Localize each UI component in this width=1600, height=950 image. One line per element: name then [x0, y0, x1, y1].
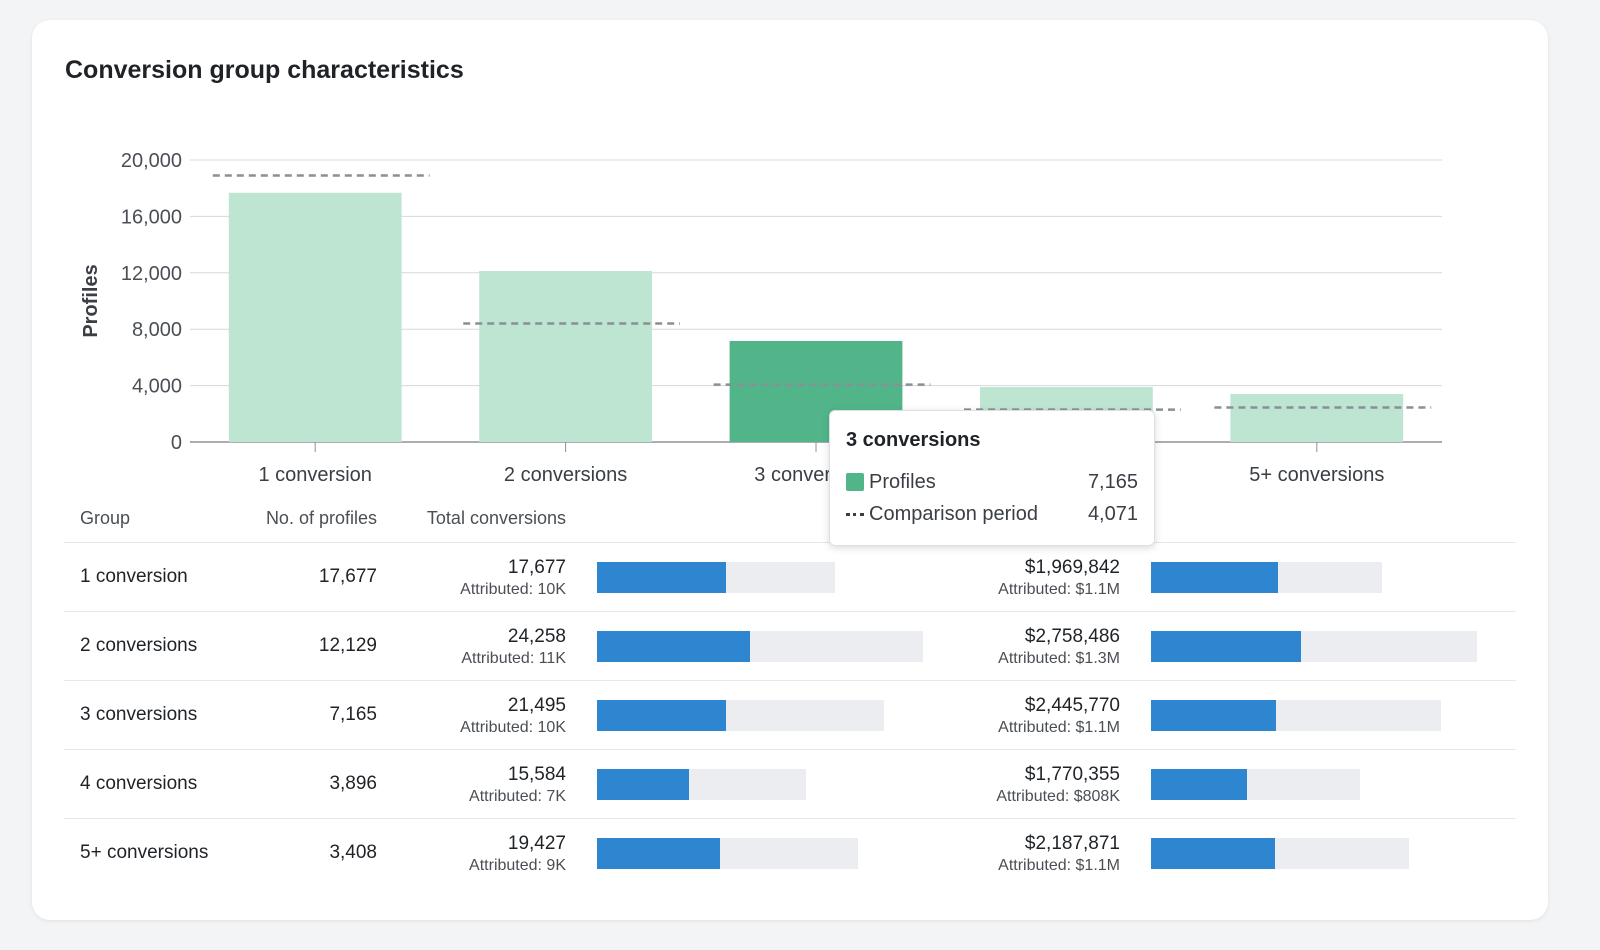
- conversions-bar-track: [597, 562, 835, 593]
- conversions-bar-track: [597, 838, 858, 869]
- row-conversions: 19,427 Attributed: 9K: [402, 833, 566, 877]
- revenue-attributed: Attributed: $1.3M: [998, 650, 1120, 667]
- conversions-bar-track: [597, 769, 806, 800]
- conversions-attributed: Attributed: 11K: [461, 650, 566, 667]
- conversions-value: 24,258: [507, 626, 566, 647]
- conversion-group-card: Conversion group characteristics 0 4,000 8…: [32, 20, 1548, 920]
- revenue-attributed: Attributed: $1.1M: [998, 857, 1120, 874]
- header-total-conversions: Total conversions: [426, 508, 566, 528]
- row-group: 4 conversions: [80, 773, 198, 794]
- profiles-bar: [228, 192, 402, 442]
- row-conversions: 21,495 Attributed: 10K: [402, 695, 566, 739]
- table-row: 2 conversions 12,129 24,258 Attributed: 11K…: [64, 611, 1516, 681]
- row-revenue: $2,187,871 Attributed: $1.1M: [952, 833, 1120, 877]
- revenue-attributed: Attributed: $808K: [996, 788, 1120, 805]
- conversions-attributed: Attributed: 10K: [460, 719, 566, 736]
- revenue-value: $2,758,486: [1024, 626, 1120, 647]
- revenue-bar-fill: [1151, 562, 1279, 593]
- y-tick-label: 20,000: [121, 150, 182, 172]
- y-tick-label: 12,000: [121, 263, 182, 285]
- row-profiles: 12,129: [318, 635, 377, 656]
- revenue-bar-track: [1151, 838, 1409, 869]
- tooltip-row-profiles: Profiles 7,165: [846, 466, 1138, 498]
- revenue-attributed: Attributed: $1.1M: [998, 719, 1120, 736]
- tooltip-label: Profiles: [869, 470, 936, 493]
- row-group: 1 conversion: [80, 566, 188, 587]
- header-profiles: No. of profiles: [265, 508, 377, 528]
- tooltip-value: 7,165: [1087, 470, 1138, 493]
- dashed-line-icon: [846, 512, 864, 516]
- row-profiles: 17,677: [318, 566, 377, 587]
- revenue-value: $2,445,770: [1024, 695, 1120, 716]
- row-profiles: 3,408: [329, 842, 377, 863]
- row-group: 2 conversions: [80, 635, 198, 656]
- profiles-bar-chart: 0 4,000 8,000 12,000 16,000 20,000 Profiles 1 c…: [80, 150, 1442, 486]
- tooltip-title: 3 conversions: [846, 429, 981, 451]
- table-header: Group No. of profiles Total conversions: [32, 508, 1548, 542]
- revenue-value: $1,770,355: [1024, 764, 1120, 785]
- x-tick-label: 1 conversion: [258, 464, 371, 486]
- y-tick-label: 16,000: [121, 206, 182, 228]
- profiles-bar: [1230, 393, 1404, 442]
- revenue-value: $2,187,871: [1024, 833, 1120, 854]
- profiles-bar: [479, 270, 652, 442]
- revenue-bar-track: [1151, 700, 1442, 731]
- y-axis-label: Profiles: [80, 264, 102, 337]
- revenue-bar-track: [1151, 631, 1477, 662]
- revenue-bar-fill: [1151, 769, 1247, 800]
- table-row: 3 conversions 7,165 21,495 Attributed: 10K $…: [64, 680, 1516, 750]
- row-group: 5+ conversions: [80, 842, 209, 863]
- row-profiles: 7,165: [329, 704, 377, 725]
- conversions-value: 15,584: [507, 764, 566, 785]
- header-group: Group: [80, 508, 131, 528]
- row-revenue: $2,445,770 Attributed: $1.1M: [952, 695, 1120, 739]
- table-row: 5+ conversions 3,408 19,427 Attributed: 9K $…: [64, 818, 1516, 888]
- row-revenue: $2,758,486 Attributed: $1.3M: [952, 626, 1120, 670]
- y-tick-label: 4,000: [132, 376, 182, 398]
- x-tick-label: 5+ conversions: [1249, 464, 1384, 486]
- conversions-bar-track: [597, 700, 884, 731]
- conversions-bar-fill: [597, 838, 720, 869]
- conversions-attributed: Attributed: 7K: [469, 788, 566, 805]
- conversions-value: 19,427: [507, 833, 566, 854]
- x-tick-label: 2 conversions: [504, 464, 627, 486]
- revenue-bar-track: [1151, 769, 1360, 800]
- conversions-attributed: Attributed: 9K: [469, 857, 566, 874]
- y-tick-label: 0: [171, 432, 182, 454]
- card-title: Conversion group characteristics: [65, 56, 464, 84]
- tooltip-label: Comparison period: [869, 502, 1038, 525]
- row-group: 3 conversions: [80, 704, 198, 725]
- conversions-value: 21,495: [507, 695, 566, 716]
- tooltip-row-comparison: Comparison period 4,071: [846, 498, 1138, 530]
- conversions-bar-track: [597, 631, 923, 662]
- revenue-bar-fill: [1151, 700, 1276, 731]
- table-row: 1 conversion 17,677 17,677 Attributed: 10K $…: [64, 542, 1516, 612]
- revenue-attributed: Attributed: $1.1M: [998, 581, 1120, 598]
- chart-tooltip: 3 conversions Profiles 7,165 Comparison …: [829, 410, 1155, 546]
- row-revenue: $1,770,355 Attributed: $808K: [952, 764, 1120, 808]
- conversions-bar-fill: [597, 562, 726, 593]
- tooltip-value: 4,071: [1087, 502, 1138, 525]
- conversions-bar-fill: [597, 631, 751, 662]
- conversions-value: 17,677: [507, 557, 566, 578]
- revenue-bar-fill: [1151, 838, 1275, 869]
- conversions-bar-fill: [597, 700, 727, 731]
- row-conversions: 24,258 Attributed: 11K: [402, 626, 566, 670]
- row-revenue: $1,969,842 Attributed: $1.1M: [952, 557, 1120, 601]
- row-conversions: 15,584 Attributed: 7K: [402, 764, 566, 808]
- revenue-value: $1,969,842: [1024, 557, 1120, 578]
- revenue-bar-fill: [1151, 631, 1301, 662]
- table-row: 4 conversions 3,896 15,584 Attributed: 7K $1…: [64, 749, 1516, 819]
- row-conversions: 17,677 Attributed: 10K: [402, 557, 566, 601]
- y-tick-label: 8,000: [132, 319, 182, 341]
- revenue-bar-track: [1151, 562, 1383, 593]
- conversions-attributed: Attributed: 10K: [460, 581, 566, 598]
- profiles-swatch-icon: [846, 473, 864, 491]
- conversions-bar-fill: [597, 769, 689, 800]
- row-profiles: 3,896: [329, 773, 377, 794]
